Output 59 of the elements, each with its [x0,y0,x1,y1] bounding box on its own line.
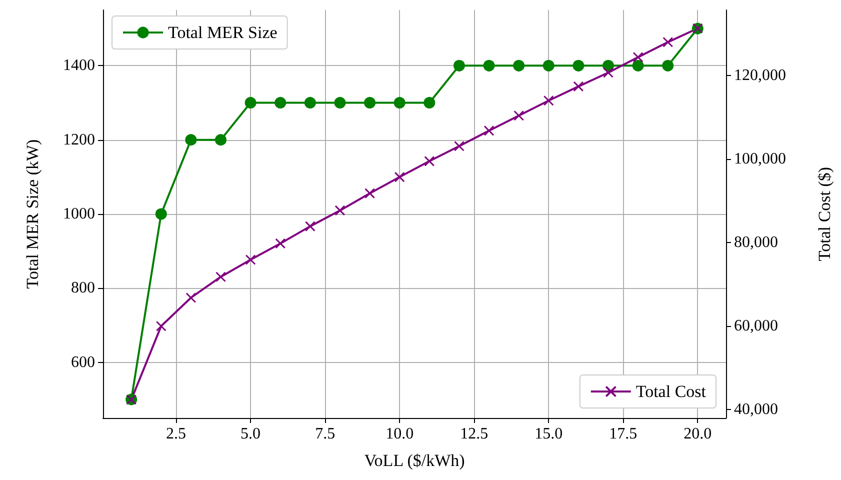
x-tick-label: 12.5 [460,426,488,442]
point [304,96,316,108]
y-tick-label: 1400 [63,57,95,74]
point [364,188,376,199]
point [244,96,256,108]
legend-label: Total MER Size [168,23,278,42]
point [483,60,495,72]
x-tick-label: 17.5 [609,426,638,442]
point [453,60,465,72]
point [185,134,197,146]
point [632,60,644,72]
point [513,60,525,72]
y-tick-label: 600 [71,354,95,371]
point [602,60,614,72]
point [215,134,226,146]
point [484,125,494,136]
y2-axis-title: Total Cost ($) [815,166,834,262]
point [572,60,584,72]
x-tick-label: 2.5 [166,426,186,442]
point [245,254,256,265]
point [424,156,435,166]
y2-tick-label: 120,000 [734,67,786,84]
point [274,96,286,108]
point [394,172,405,182]
y2-tick-label: 80,000 [734,234,778,252]
point [632,52,644,62]
point [394,96,406,108]
point [662,60,674,72]
point [304,221,316,232]
y-tick-label: 800 [71,280,95,297]
point [156,320,166,332]
y2-tick-label: 40,000 [734,401,778,418]
x-tick-label: 7.5 [315,426,336,442]
point [514,110,524,121]
point [424,96,436,108]
point [543,95,554,106]
point [364,96,376,108]
point [215,272,226,282]
x-tick-label: 5.0 [240,426,261,442]
x-tick-label: 20.0 [684,426,712,442]
x-tick-label: 15.0 [534,426,563,442]
point [186,292,196,303]
y2-tick-label: 100,000 [734,150,786,168]
y-tick-label: 1200 [63,131,95,148]
x-tick-label: 10.0 [386,426,414,442]
point [542,60,554,72]
point [573,81,584,92]
legend-label: Total Cost [636,382,706,401]
point [334,205,346,216]
y2-tick-label: 60,000 [734,318,778,335]
y-tick-label: 1000 [63,206,95,222]
point [603,67,614,78]
point [334,96,346,108]
point [662,36,674,48]
point [275,238,286,249]
y-axis-title: Total MER Size (kW) [23,139,42,289]
x-axis-title: VoLL ($/kWh) [364,451,465,470]
point [454,140,464,152]
point [155,208,167,220]
